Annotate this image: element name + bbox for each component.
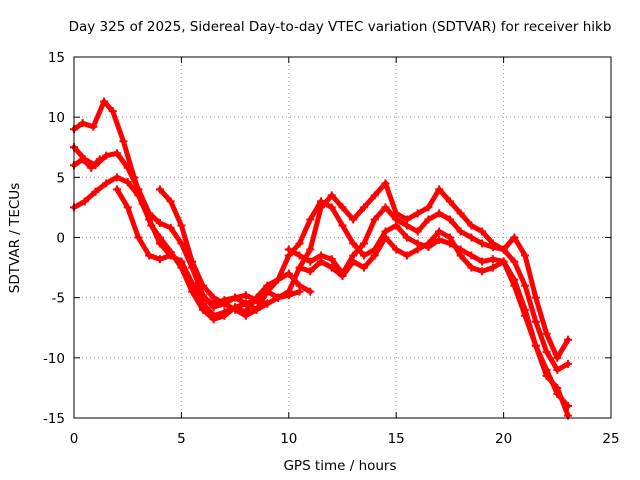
sdtvar-chart: 0 5 10 15 20 25 -15 -10 -5 0 5 10 15 Day 325 of 2025… [0, 0, 640, 480]
y-tick-label: 5 [56, 170, 65, 186]
y-tick-label: 0 [56, 231, 65, 247]
x-axis-label: GPS time / hours [283, 458, 396, 474]
chart-background [0, 0, 640, 480]
y-tick-label: 10 [48, 110, 65, 126]
x-tick-label: 10 [280, 431, 297, 447]
x-tick-label: 25 [602, 431, 619, 447]
x-tick-label: 15 [388, 431, 405, 447]
y-tick-label: -10 [43, 351, 65, 367]
y-tick-label: 15 [48, 50, 65, 66]
x-tick-label: 20 [495, 431, 512, 447]
y-tick-label: -15 [43, 411, 65, 427]
y-tick-label: -5 [52, 291, 65, 307]
chart-title: Day 325 of 2025, Sidereal Day-to-day VTE… [69, 19, 612, 35]
y-axis-label: SDTVAR / TECUs [7, 183, 23, 293]
x-tick-label: 0 [70, 431, 79, 447]
x-tick-label: 5 [177, 431, 186, 447]
